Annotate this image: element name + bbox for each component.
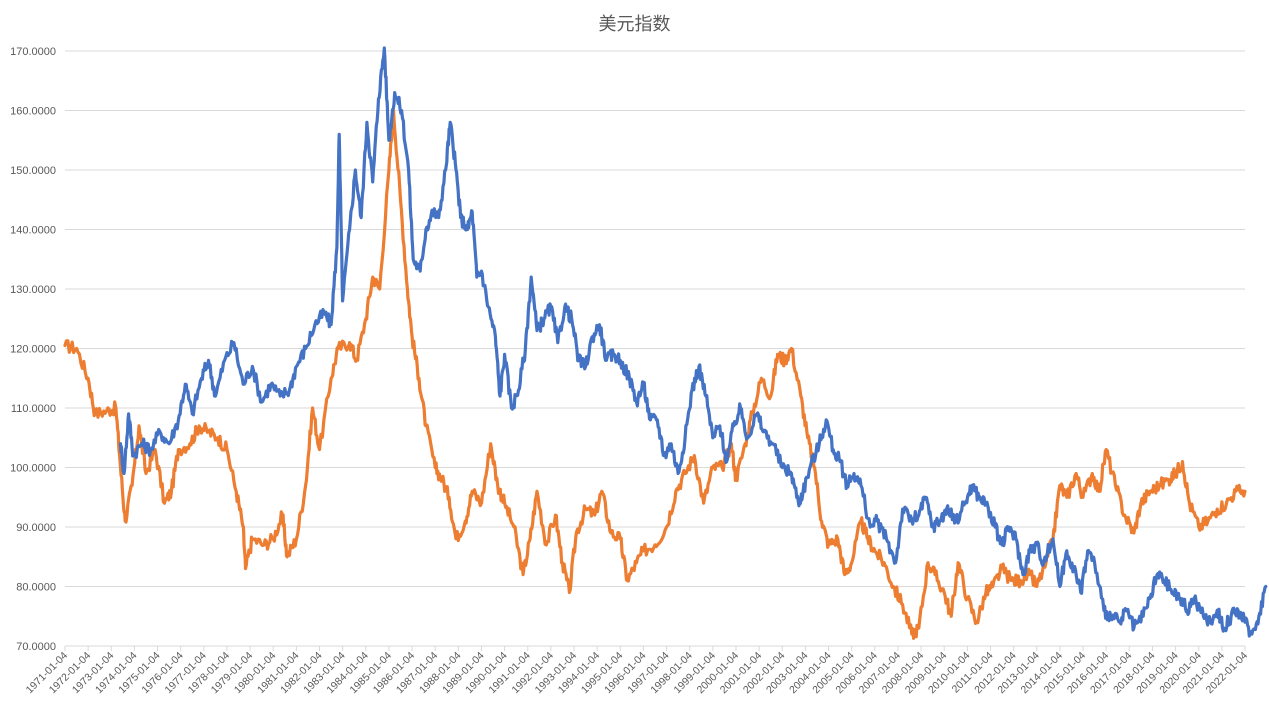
y-axis-ticks: 70.0000 80.0000 90.0000 100.0000 110.0000 120… [10, 46, 56, 653]
y-tick-label: 150.0000 [10, 165, 56, 177]
y-tick-label: 80.0000 [16, 582, 56, 594]
y-tick-label: 110.0000 [11, 403, 56, 415]
series-line [63, 108, 1247, 640]
chart-title: 美元指数 [598, 14, 671, 35]
series-line [118, 46, 1268, 638]
y-tick-label: 170.0000 [10, 46, 56, 58]
y-tick-label: 90.0000 [16, 522, 56, 534]
x-axis-ticks: 1971-01-041972-01-041973-01-041974-01-04… [24, 646, 1250, 696]
y-tick-label: 120.0000 [10, 344, 56, 356]
y-tick-label: 70.0000 [16, 641, 56, 653]
series-lines [63, 46, 1268, 640]
y-tick-label: 130.0000 [10, 284, 56, 296]
y-tick-label: 160.0000 [10, 106, 56, 118]
gridlines [65, 50, 1245, 647]
y-tick-label: 100.0000 [10, 463, 56, 475]
y-tick-label: 140.0000 [10, 225, 56, 237]
